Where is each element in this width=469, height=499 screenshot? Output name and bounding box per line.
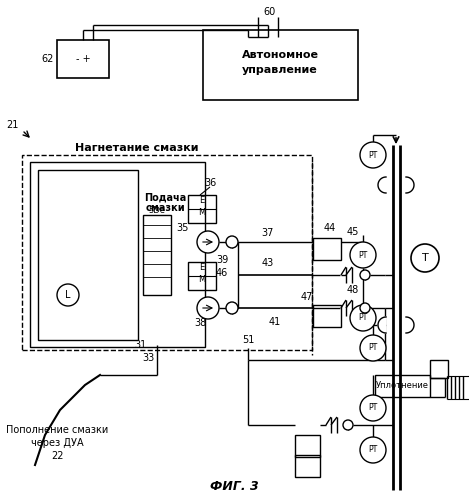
Text: управление: управление	[242, 65, 318, 75]
Text: 46: 46	[216, 268, 228, 278]
Circle shape	[411, 244, 439, 272]
Text: 48: 48	[347, 285, 359, 295]
Text: PT: PT	[358, 250, 368, 259]
Bar	[22, 155, 312, 350]
Bar	[375, 375, 430, 397]
Circle shape	[350, 305, 376, 331]
Circle shape	[226, 236, 238, 248]
Circle shape	[360, 437, 386, 463]
Circle shape	[360, 142, 386, 168]
Text: 36: 36	[204, 178, 216, 188]
Text: M: M	[198, 208, 205, 217]
Bar	[143, 215, 171, 295]
Bar	[30, 162, 205, 347]
Text: 5De: 5De	[149, 206, 166, 215]
Text: E: E	[199, 196, 204, 205]
Circle shape	[57, 284, 79, 306]
Bar	[313, 238, 341, 260]
Text: 62: 62	[42, 54, 54, 64]
Text: ФИГ. 3: ФИГ. 3	[210, 481, 258, 494]
Bar	[188, 195, 216, 223]
Circle shape	[343, 420, 353, 430]
Text: Нагнетание смазки: Нагнетание смазки	[75, 143, 198, 153]
Bar	[188, 262, 216, 290]
Polygon shape	[406, 177, 414, 193]
Circle shape	[350, 242, 376, 268]
Text: 41: 41	[269, 317, 281, 327]
Bar	[38, 170, 138, 340]
Text: 38: 38	[194, 318, 206, 328]
Circle shape	[360, 335, 386, 361]
Text: PT: PT	[358, 313, 368, 322]
Text: смазки: смазки	[145, 203, 185, 213]
Text: через ДУА: через ДУА	[30, 438, 83, 448]
Circle shape	[197, 231, 219, 253]
Text: 21: 21	[6, 120, 18, 130]
Text: Уплотнение: Уплотнение	[376, 382, 429, 391]
Circle shape	[360, 303, 370, 313]
Text: 60: 60	[264, 7, 276, 17]
Text: 51: 51	[242, 335, 254, 345]
Text: T: T	[422, 253, 428, 263]
Bar	[57, 40, 109, 78]
Circle shape	[360, 270, 370, 280]
Text: M: M	[198, 274, 205, 283]
Text: 33: 33	[142, 353, 154, 363]
Text: 31: 31	[134, 340, 146, 350]
Text: 39: 39	[216, 255, 228, 265]
Text: PT: PT	[368, 404, 378, 413]
Circle shape	[360, 395, 386, 421]
Text: PT: PT	[368, 446, 378, 455]
Bar	[430, 360, 448, 378]
Text: 44: 44	[324, 223, 336, 233]
Bar	[295, 455, 320, 477]
Bar	[295, 435, 320, 457]
Text: 35: 35	[176, 223, 188, 233]
Text: 37: 37	[262, 228, 274, 238]
Text: Автономное: Автономное	[242, 50, 318, 60]
Polygon shape	[406, 317, 414, 333]
Bar	[313, 305, 341, 327]
Bar	[203, 30, 358, 100]
Text: PT: PT	[368, 343, 378, 352]
Polygon shape	[378, 317, 386, 333]
Text: 45: 45	[347, 227, 359, 237]
Text: L: L	[65, 290, 71, 300]
Text: 43: 43	[262, 258, 274, 268]
Text: Подача: Подача	[144, 192, 186, 202]
Circle shape	[226, 302, 238, 314]
Polygon shape	[378, 177, 386, 193]
Text: 22: 22	[51, 451, 63, 461]
Text: E: E	[199, 262, 204, 271]
Text: Пополнение смазки: Пополнение смазки	[6, 425, 108, 435]
Circle shape	[197, 297, 219, 319]
Text: 47: 47	[301, 292, 313, 302]
Text: - +: - +	[76, 54, 91, 64]
Text: PT: PT	[368, 151, 378, 160]
